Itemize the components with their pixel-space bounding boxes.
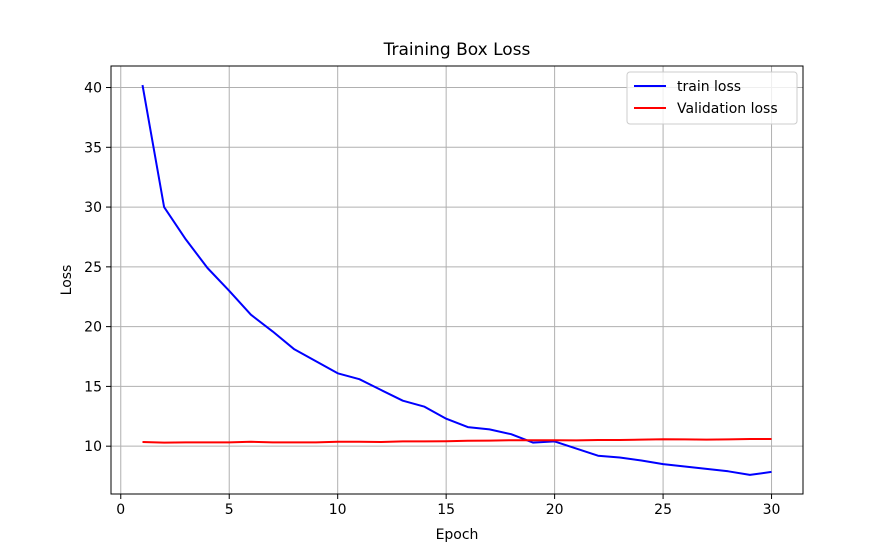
series-line-validation-loss (142, 438, 772, 444)
y-tick-label: 40 (84, 81, 102, 97)
y-tick-label: 15 (84, 379, 102, 395)
y-tick-label: 10 (84, 439, 102, 455)
legend-box (626, 71, 798, 125)
x-tick-label: 0 (116, 502, 125, 518)
series-lines (141, 84, 772, 476)
x-tick-label: 30 (763, 502, 781, 518)
x-tick-label: 25 (654, 502, 672, 518)
legend: train loss Validation loss (626, 71, 798, 125)
y-tick-label: 30 (84, 200, 102, 216)
x-tick-label: 15 (437, 502, 455, 518)
x-tick-label: 20 (546, 502, 564, 518)
grid-lines (111, 66, 803, 494)
x-axis-ticks: 0 5 10 15 20 25 30 (116, 494, 780, 518)
series-line-train-loss (141, 84, 772, 476)
y-tick-label: 20 (84, 320, 102, 336)
x-tick-label: 10 (329, 502, 347, 518)
y-axis-ticks: 10 15 20 25 30 35 40 (84, 81, 111, 455)
y-tick-label: 35 (84, 140, 102, 156)
x-tick-label: 5 (225, 502, 234, 518)
y-axis-label: Loss (59, 265, 75, 296)
chart-title: Training Box Loss (383, 40, 531, 60)
x-axis-label: Epoch (436, 527, 479, 543)
legend-train-loss-label: train loss (677, 79, 741, 95)
y-tick-label: 25 (84, 260, 102, 276)
legend-validation-loss-label: Validation loss (677, 101, 778, 117)
plot-frame (110, 65, 804, 495)
